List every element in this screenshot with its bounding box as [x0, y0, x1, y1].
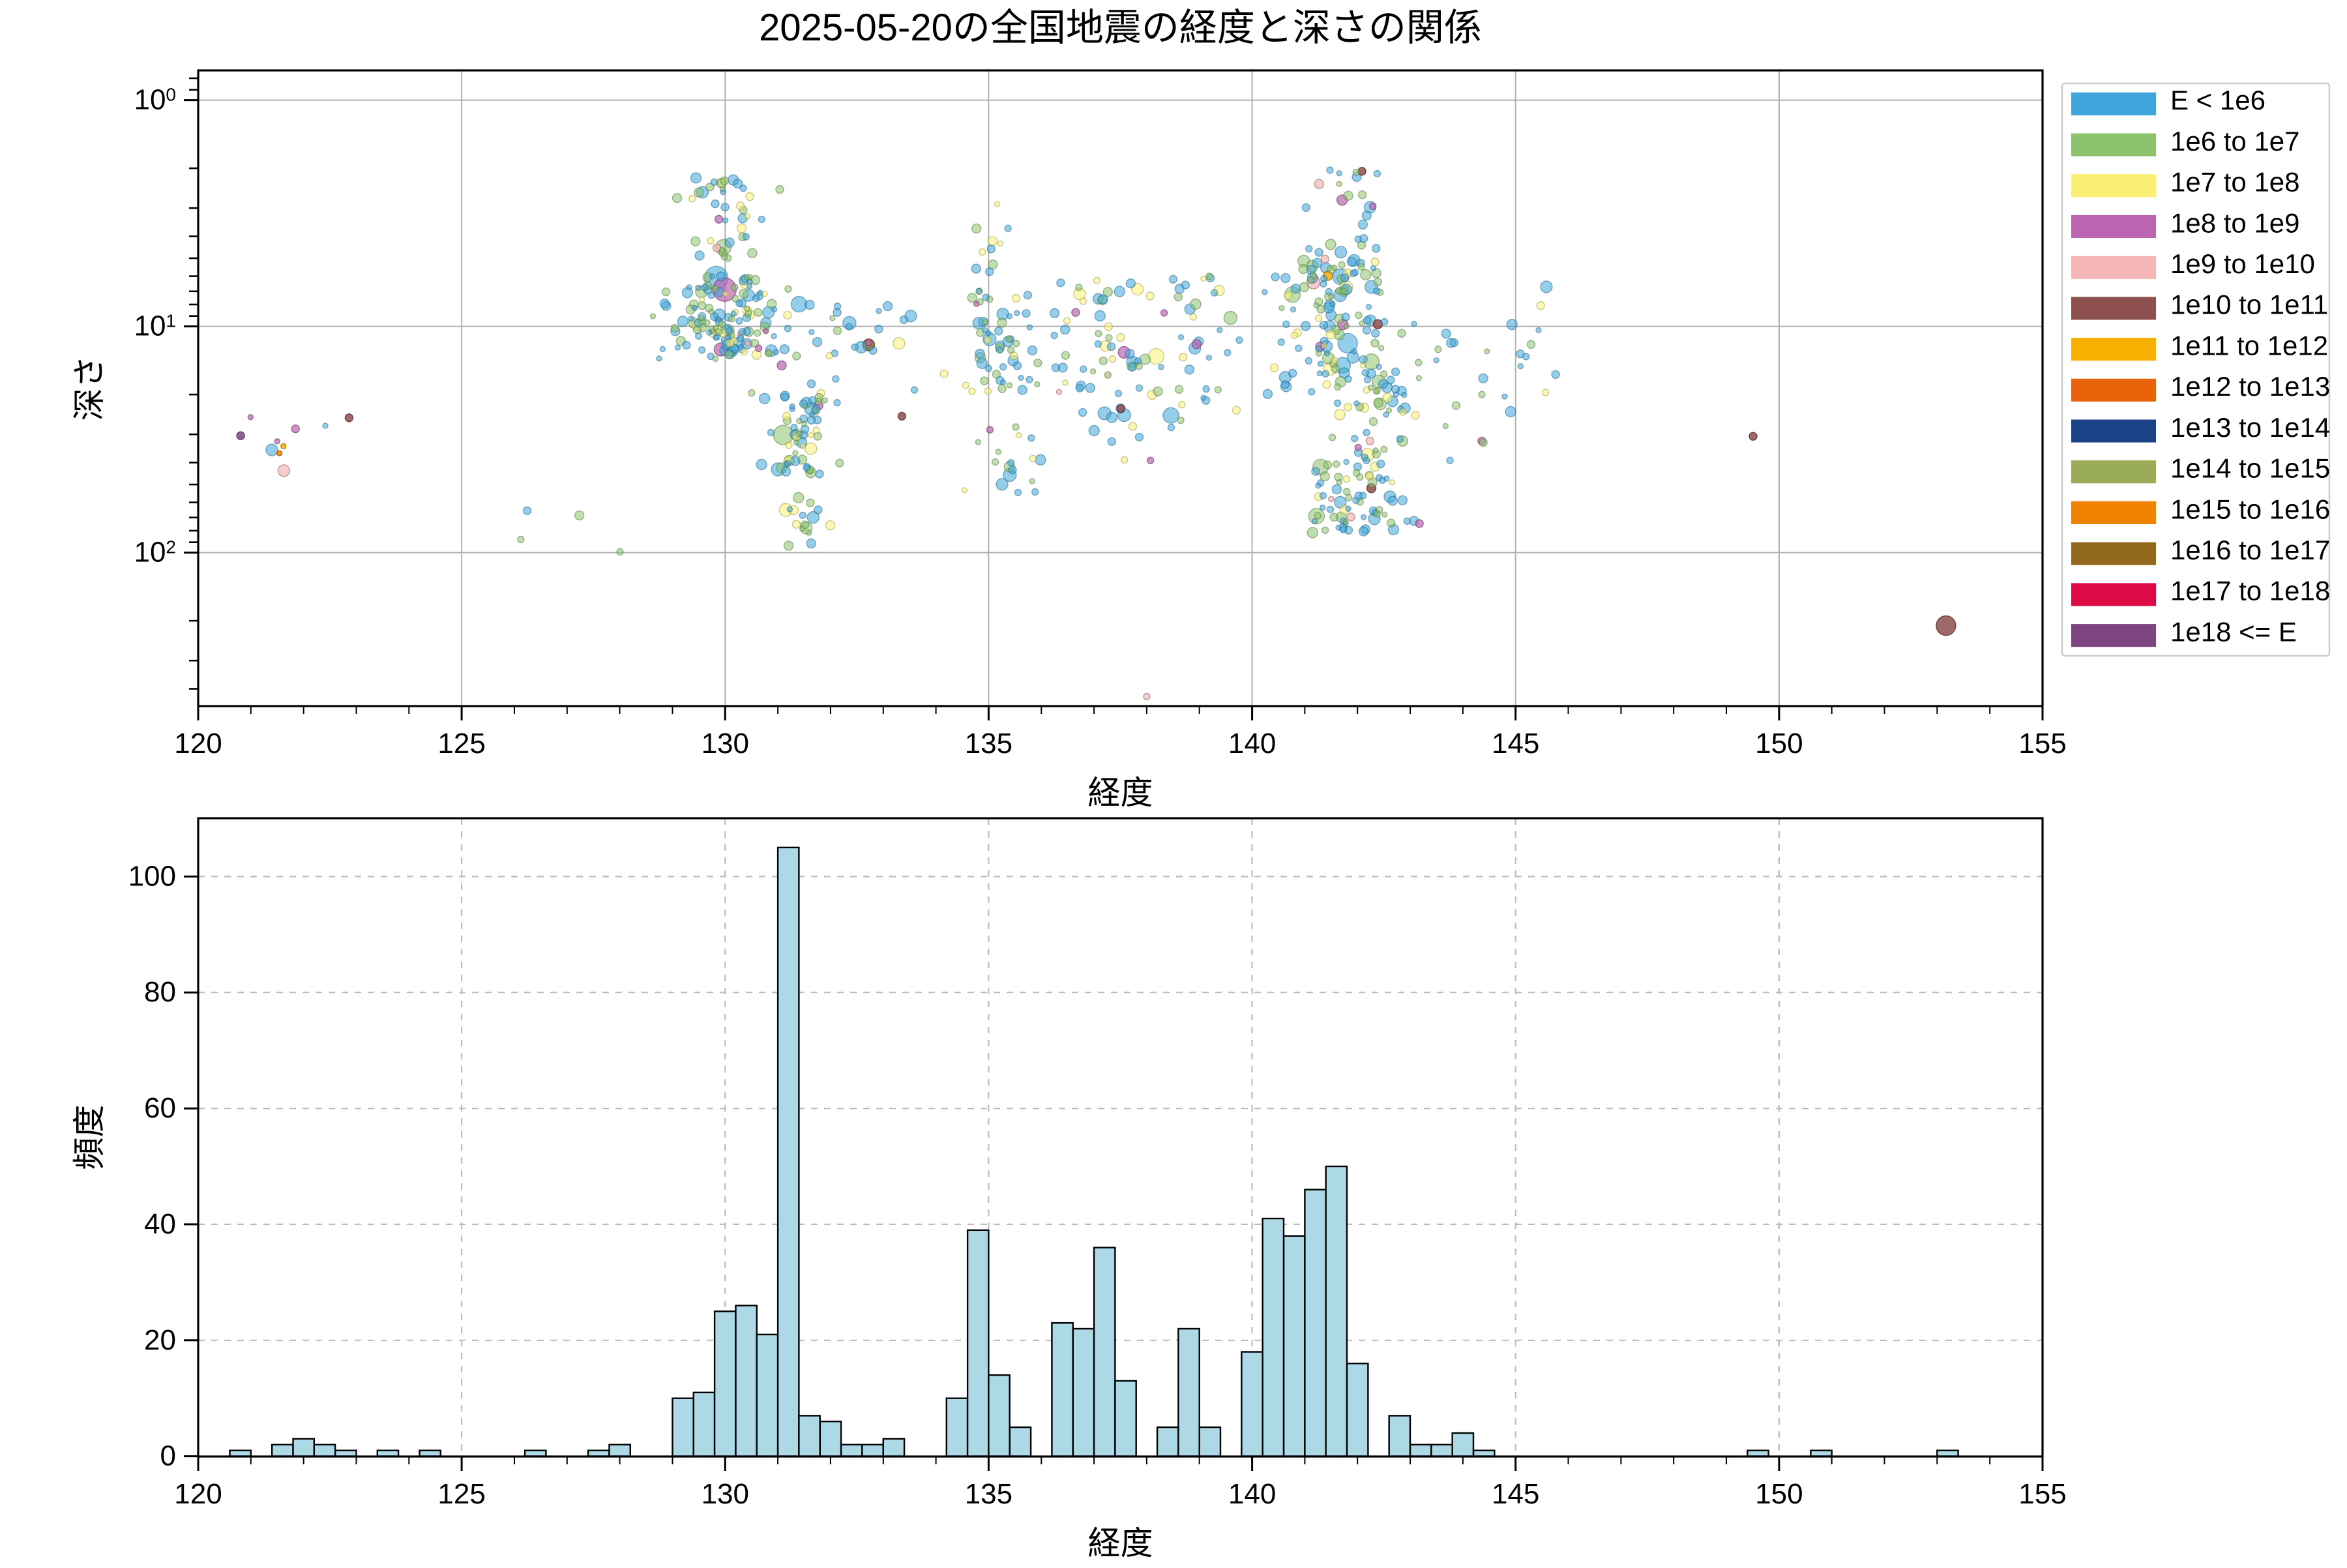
svg-text:135: 135	[965, 728, 1012, 760]
svg-text:130: 130	[701, 728, 749, 760]
svg-text:100: 100	[128, 860, 176, 892]
svg-text:140: 140	[1228, 1478, 1276, 1510]
svg-text:145: 145	[1492, 728, 1539, 760]
svg-text:20: 20	[144, 1324, 176, 1356]
svg-text:E < 1e6: E < 1e6	[2170, 85, 2266, 115]
svg-text:135: 135	[965, 1478, 1012, 1510]
svg-text:1e17 to 1e18: 1e17 to 1e18	[2170, 576, 2330, 606]
svg-text:1e7 to 1e8: 1e7 to 1e8	[2170, 167, 2300, 198]
svg-text:1e12 to 1e13: 1e12 to 1e13	[2170, 371, 2330, 402]
svg-text:1e8 to 1e9: 1e8 to 1e9	[2170, 207, 2300, 238]
svg-text:140: 140	[1228, 728, 1276, 760]
svg-text:1e16 to 1e17: 1e16 to 1e17	[2170, 535, 2330, 565]
svg-text:1e11 to 1e12: 1e11 to 1e12	[2170, 330, 2328, 361]
svg-text:80: 80	[144, 976, 176, 1008]
svg-text:1e18 <= E: 1e18 <= E	[2170, 616, 2297, 647]
svg-text:130: 130	[701, 1478, 749, 1510]
svg-text:125: 125	[437, 1478, 485, 1510]
svg-text:1e13 to 1e14: 1e13 to 1e14	[2170, 412, 2330, 443]
svg-text:経度: 経度	[1088, 1525, 1153, 1561]
svg-text:120: 120	[174, 1478, 222, 1510]
svg-text:120: 120	[174, 728, 222, 760]
svg-text:60: 60	[144, 1092, 176, 1124]
svg-text:40: 40	[144, 1208, 176, 1240]
svg-text:深さ: 深さ	[71, 356, 108, 421]
svg-text:1e14 to 1e15: 1e14 to 1e15	[2170, 453, 2330, 484]
svg-text:2025-05-20の全国地震の経度と深さの関係: 2025-05-20の全国地震の経度と深さの関係	[759, 7, 1482, 49]
svg-text:頻度: 頻度	[71, 1105, 108, 1170]
svg-text:145: 145	[1492, 1478, 1539, 1510]
svg-text:1e15 to 1e16: 1e15 to 1e16	[2170, 494, 2330, 524]
svg-text:150: 150	[1755, 728, 1803, 760]
svg-text:125: 125	[437, 728, 485, 760]
svg-text:155: 155	[2018, 728, 2066, 760]
svg-text:1e10 to 1e11: 1e10 to 1e11	[2170, 289, 2328, 320]
svg-text:1e6 to 1e7: 1e6 to 1e7	[2170, 126, 2300, 156]
svg-text:経度: 経度	[1088, 775, 1153, 811]
svg-text:1e9 to 1e10: 1e9 to 1e10	[2170, 248, 2315, 279]
svg-text:150: 150	[1755, 1478, 1803, 1510]
svg-text:155: 155	[2018, 1478, 2066, 1510]
svg-text:0: 0	[160, 1440, 176, 1472]
